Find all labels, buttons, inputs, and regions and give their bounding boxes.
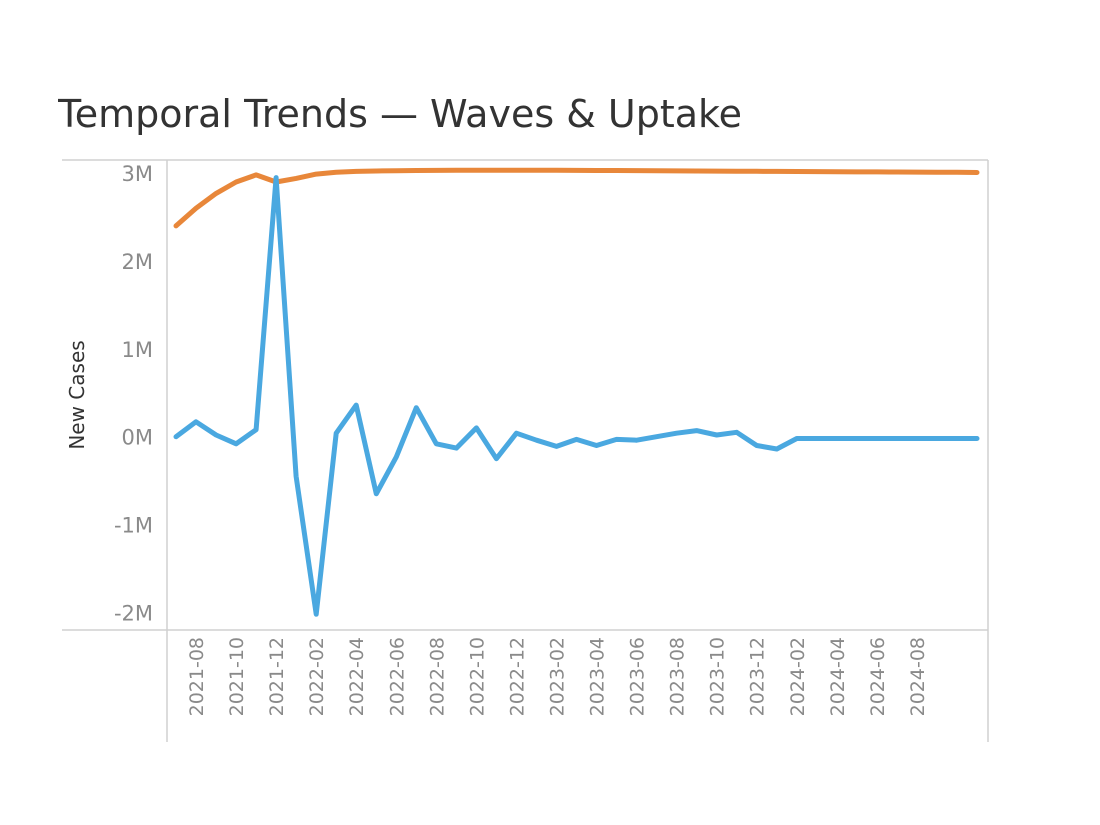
series-line-1 — [173, 167, 980, 229]
x-tick-label: 2023-10 — [707, 637, 729, 716]
x-tick-label: 2023-08 — [667, 637, 689, 716]
x-tick-label: 2023-06 — [627, 637, 649, 716]
x-tick-label: 2022-04 — [346, 637, 368, 716]
y-axis-label: New Cases — [65, 340, 89, 449]
y-tick-label: -2M — [114, 601, 153, 625]
y-tick-label: 3M — [122, 162, 153, 186]
x-tick-label: 2021-12 — [266, 637, 288, 716]
x-tick-label: 2023-12 — [747, 637, 769, 716]
series-layer — [173, 167, 980, 617]
x-tick-label: 2024-02 — [787, 637, 809, 716]
y-tick-label: -1M — [114, 514, 153, 538]
series-line-2 — [173, 175, 980, 617]
x-tick-label: 2023-04 — [587, 637, 609, 716]
y-tick-label: 2M — [122, 250, 153, 274]
x-tick-label: 2021-08 — [186, 637, 208, 716]
x-tick-label: 2024-06 — [867, 637, 889, 716]
x-tick-label: 2022-08 — [426, 637, 448, 716]
chart-title: Temporal Trends — Waves & Uptake — [58, 92, 743, 136]
x-tick-label: 2022-10 — [466, 637, 488, 716]
x-tick-label: 2024-08 — [907, 637, 929, 716]
x-tick-label: 2024-04 — [827, 637, 849, 716]
x-tick-label: 2022-12 — [506, 637, 528, 716]
x-axis-ticks: 2021-08 2021-10 2021-12 2022-02 2022-04 2022-… — [186, 637, 929, 716]
x-tick-label: 2023-02 — [546, 637, 568, 716]
x-tick-label: 2022-02 — [306, 637, 328, 716]
x-tick-label: 2022-06 — [386, 637, 408, 716]
x-tick-label: 2021-10 — [226, 637, 248, 716]
y-axis-ticks: 3M 2M 1M 0M -1M -2M — [114, 162, 153, 625]
plot-frame — [62, 159, 989, 742]
y-tick-label: 0M — [122, 426, 153, 450]
y-tick-label: 1M — [122, 338, 153, 362]
